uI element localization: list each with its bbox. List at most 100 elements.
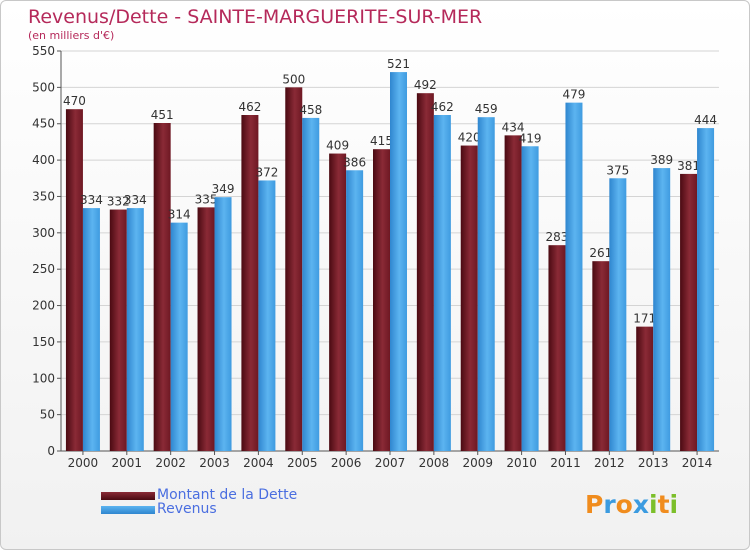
data-label-dette: 261 (589, 246, 612, 260)
bar-revenus (521, 146, 539, 452)
logo-letter: r (603, 490, 616, 519)
chart-title: Revenus/Dette - SAINTE-MARGUERITE-SUR-ME… (28, 6, 483, 28)
bar-revenus (82, 208, 100, 451)
legend-swatch-dette (101, 492, 155, 500)
x-tick-label: 2012 (594, 456, 625, 470)
y-tick-label: 150 (32, 335, 55, 349)
logo-letter: t (657, 490, 670, 519)
data-label-revenus: 444 (694, 113, 717, 127)
x-tick-label: 2004 (243, 456, 274, 470)
data-label-dette: 492 (414, 78, 437, 92)
x-tick-label: 2014 (682, 456, 713, 470)
y-tick-label: 0 (47, 444, 55, 458)
bar-revenus (126, 208, 144, 451)
bar-dette (416, 93, 434, 451)
bar-revenus (170, 222, 188, 451)
bar-revenus (697, 128, 715, 451)
bar-dette (241, 115, 259, 451)
data-label-revenus: 462 (431, 100, 454, 114)
data-label-revenus: 375 (606, 163, 629, 177)
data-label-dette: 283 (546, 230, 569, 244)
bar-revenus (653, 168, 671, 451)
x-tick-label: 2013 (638, 456, 669, 470)
bar-dette (680, 173, 698, 451)
x-tick-label: 2011 (550, 456, 581, 470)
data-label-revenus: 389 (650, 153, 673, 167)
logo-letter: x (632, 490, 649, 519)
data-label-revenus: 521 (387, 57, 410, 71)
data-label-revenus: 479 (563, 88, 586, 102)
data-label-revenus: 334 (124, 193, 147, 207)
data-label-dette: 470 (63, 94, 86, 108)
proxiti-logo: Proxiti (585, 490, 678, 519)
y-tick-label: 300 (32, 226, 55, 240)
data-label-dette: 381 (677, 159, 700, 173)
data-label-dette: 171 (633, 312, 656, 326)
data-label-revenus: 419 (519, 131, 542, 145)
x-tick-label: 2006 (331, 456, 362, 470)
bar-dette (153, 123, 171, 451)
bar-dette (109, 209, 127, 451)
data-label-dette: 451 (151, 108, 174, 122)
x-tick-label: 2001 (112, 456, 143, 470)
bar-revenus (258, 180, 276, 452)
y-tick-label: 500 (32, 80, 55, 94)
data-label-revenus: 458 (299, 103, 322, 117)
x-tick-label: 2009 (462, 456, 493, 470)
data-label-dette: 420 (458, 131, 481, 145)
y-tick-label: 250 (32, 262, 55, 276)
data-label-dette: 462 (238, 100, 261, 114)
y-tick-label: 350 (32, 189, 55, 203)
data-label-revenus: 314 (168, 208, 191, 222)
data-label-revenus: 349 (212, 182, 235, 196)
bar-revenus (433, 115, 451, 451)
y-tick-label: 400 (32, 153, 55, 167)
bar-dette (65, 109, 83, 451)
y-tick-label: 450 (32, 117, 55, 131)
x-tick-label: 2000 (68, 456, 99, 470)
logo-letter: i (669, 490, 679, 519)
bar-dette (636, 326, 654, 451)
bar-revenus (609, 178, 627, 452)
bar-dette (592, 261, 610, 451)
bar-revenus (214, 197, 232, 451)
logo-letter: P (585, 490, 604, 519)
chart-subtitle: (en milliers d'€) (28, 29, 115, 42)
data-label-dette: 500 (282, 72, 305, 86)
x-tick-label: 2002 (155, 456, 186, 470)
x-tick-label: 2010 (506, 456, 537, 470)
bar-revenus (346, 170, 364, 452)
legend-label-dette: Montant de la Dette (157, 487, 298, 503)
bar-dette (373, 149, 390, 451)
legend-label-revenus: Revenus (157, 501, 217, 517)
bar-dette (548, 245, 566, 451)
data-label-dette: 415 (370, 134, 393, 148)
logo-letter: i (649, 490, 658, 519)
data-label-dette: 409 (326, 139, 349, 153)
x-tick-label: 2005 (287, 456, 318, 470)
data-label-revenus: 459 (475, 102, 498, 116)
x-tick-label: 2008 (419, 456, 450, 470)
bar-dette (329, 153, 347, 451)
y-tick-label: 200 (32, 299, 55, 313)
bar-revenus (302, 117, 320, 451)
data-label-dette: 434 (502, 120, 525, 134)
bar-revenus (390, 72, 407, 451)
data-label-revenus: 334 (80, 193, 103, 207)
logo-letter: o (615, 490, 633, 519)
bar-revenus (477, 117, 495, 451)
bar-dette (285, 87, 303, 451)
y-tick-label: 550 (32, 44, 55, 58)
bar-dette (197, 207, 215, 451)
x-tick-label: 2003 (199, 456, 230, 470)
data-label-revenus: 372 (255, 165, 278, 179)
bar-dette (504, 135, 522, 451)
y-tick-label: 100 (32, 371, 55, 385)
x-tick-label: 2007 (375, 456, 406, 470)
data-label-dette: 335 (195, 192, 218, 206)
data-label-revenus: 386 (343, 155, 366, 169)
y-tick-label: 50 (40, 408, 55, 422)
data-label-dette: 332 (107, 195, 130, 209)
